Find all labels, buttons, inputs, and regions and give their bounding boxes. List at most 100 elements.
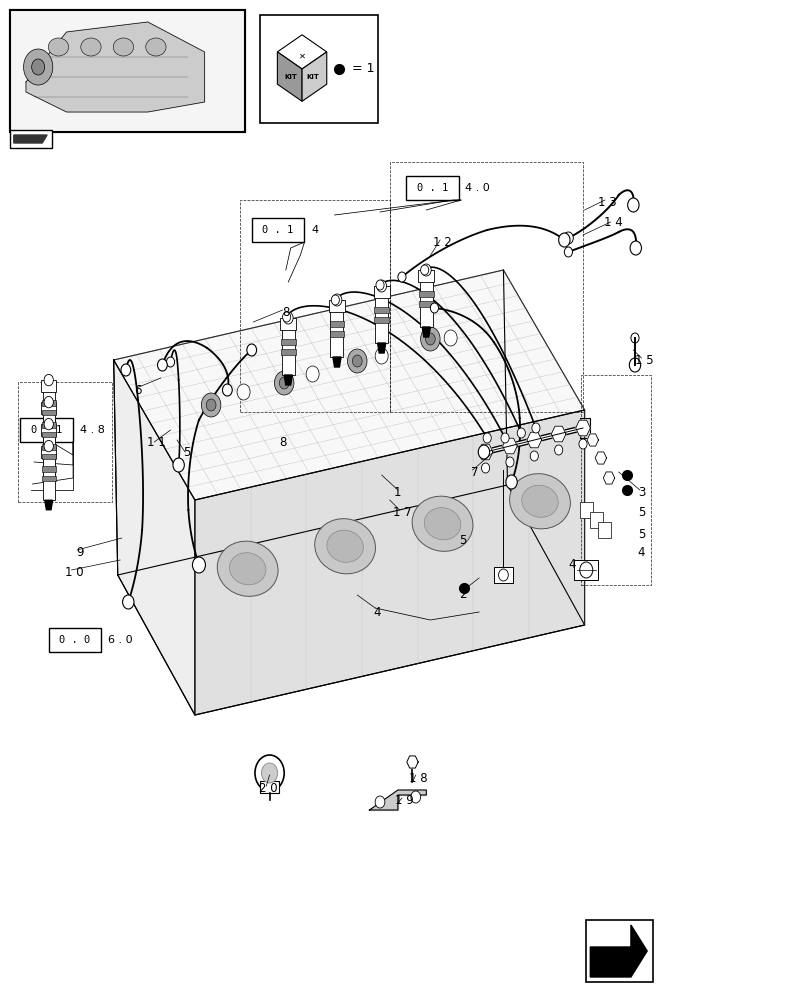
Text: ✕: ✕ [298,51,305,60]
Polygon shape [45,456,53,466]
Circle shape [531,423,539,433]
Circle shape [444,330,457,346]
Bar [373,286,389,298]
Polygon shape [406,756,418,768]
Circle shape [505,457,513,467]
Text: 9: 9 [75,546,84,558]
Circle shape [122,595,134,609]
Polygon shape [26,22,204,112]
Polygon shape [333,357,341,367]
Polygon shape [14,135,47,143]
Text: 8: 8 [278,436,286,448]
Circle shape [347,349,367,373]
Circle shape [222,384,232,396]
Bar [42,382,55,434]
Bar [573,560,598,580]
Circle shape [121,364,131,376]
Ellipse shape [230,553,265,585]
Bar [281,349,295,355]
Circle shape [255,755,284,791]
Circle shape [376,280,386,292]
Polygon shape [369,790,426,810]
Ellipse shape [315,519,375,574]
Circle shape [279,377,289,389]
Circle shape [24,49,53,85]
Bar [329,331,344,337]
Bar [493,567,513,583]
Circle shape [425,333,435,345]
Bar [281,320,294,375]
Circle shape [481,463,489,473]
Circle shape [44,374,54,386]
Bar [590,512,603,528]
Text: 4: 4 [373,605,381,618]
Polygon shape [277,35,326,69]
Circle shape [32,59,45,75]
Bar [251,218,304,242]
Bar [10,10,245,132]
Bar [579,502,592,518]
Text: = 1: = 1 [351,62,374,76]
Text: 6 . 0: 6 . 0 [108,635,132,645]
Circle shape [564,247,572,257]
Ellipse shape [327,530,363,562]
Bar [260,15,377,123]
Bar [328,300,345,312]
Bar [419,272,432,327]
Ellipse shape [80,38,101,56]
Text: 0 . 1: 0 . 1 [31,425,62,435]
Polygon shape [526,432,541,448]
Bar [418,301,433,307]
Text: 1 3: 1 3 [598,196,616,209]
Text: 7: 7 [470,466,478,479]
Bar [49,628,101,652]
Circle shape [375,796,384,808]
Text: 5: 5 [637,528,645,542]
Circle shape [430,303,438,313]
Circle shape [237,384,250,400]
Ellipse shape [424,508,460,540]
Circle shape [579,562,592,578]
Circle shape [332,294,341,306]
Bar [41,476,56,481]
Bar [10,130,52,148]
Circle shape [375,280,384,290]
Circle shape [375,348,388,364]
Bar [374,307,388,313]
Circle shape [201,393,221,417]
Circle shape [483,433,491,443]
Bar [42,426,55,478]
Polygon shape [114,360,195,715]
Text: 0 . 1: 0 . 1 [262,225,294,235]
Bar [406,176,458,200]
Circle shape [554,445,562,455]
Text: 5: 5 [458,534,466,546]
Bar [586,920,652,982]
Polygon shape [277,52,302,101]
Polygon shape [195,410,584,715]
Circle shape [331,295,339,305]
Polygon shape [45,478,53,488]
Text: 1 5: 1 5 [634,354,652,366]
Circle shape [410,791,420,803]
Text: 6: 6 [134,383,142,396]
Circle shape [517,428,525,438]
Circle shape [478,445,489,459]
Bar [41,432,56,437]
Ellipse shape [521,485,557,517]
Bar [418,270,434,282]
Circle shape [558,233,569,247]
Text: 4: 4 [311,225,318,235]
Text: 4: 4 [568,558,576,572]
Circle shape [166,357,174,367]
Circle shape [420,327,440,351]
Bar [41,422,56,428]
Text: 0 . 1: 0 . 1 [416,183,448,193]
Bar [41,402,56,414]
Polygon shape [284,375,292,385]
Text: 2: 2 [458,588,466,601]
Bar [598,522,611,538]
Circle shape [274,371,294,395]
Bar [375,288,388,343]
Circle shape [629,358,640,372]
